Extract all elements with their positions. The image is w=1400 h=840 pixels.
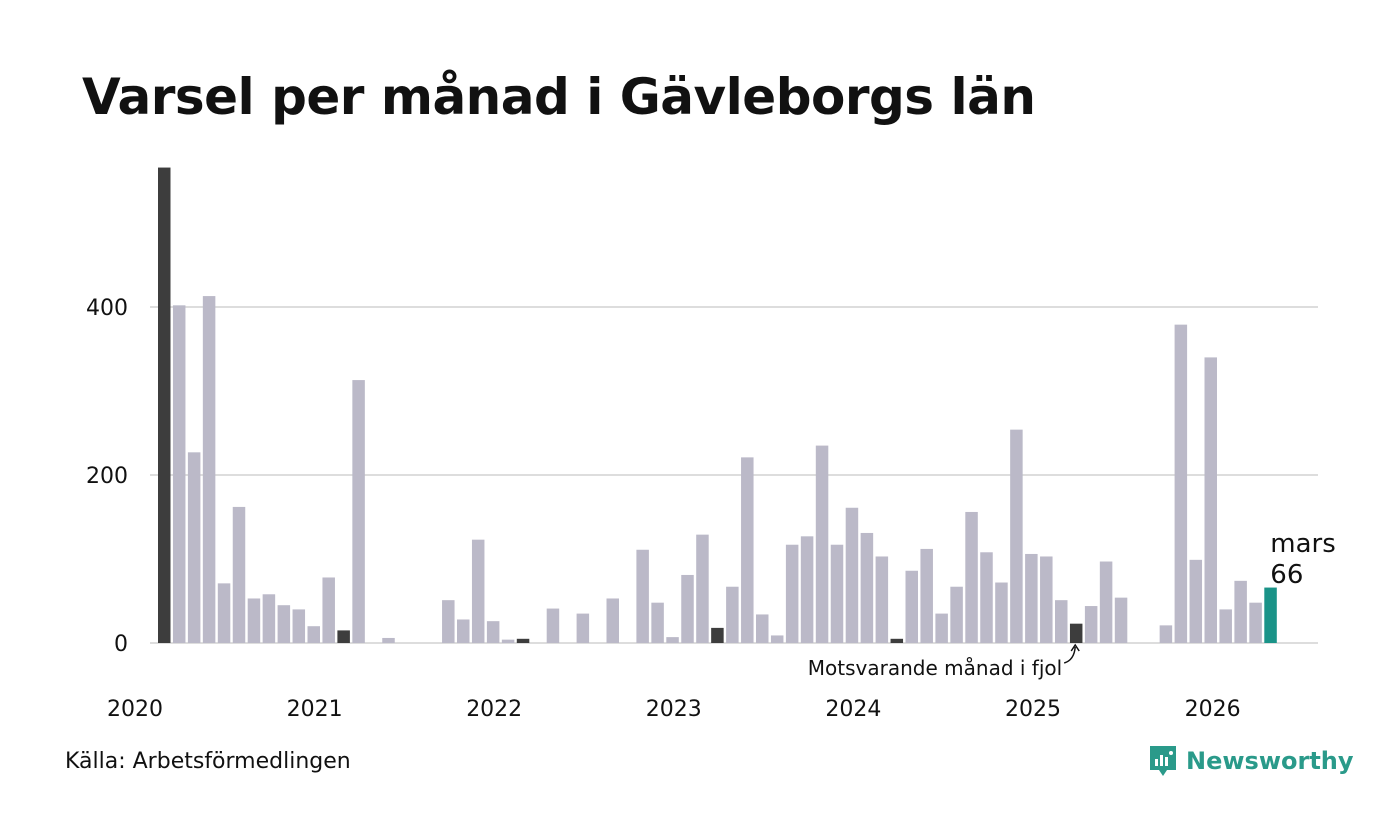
bar xyxy=(860,532,874,643)
bar xyxy=(1040,556,1053,643)
brand-logo[interactable]: Newsworthy xyxy=(1148,744,1354,778)
bar xyxy=(681,574,694,643)
source-note: Källa: Arbetsförmedlingen xyxy=(65,749,351,774)
x-tick-label: 2026 xyxy=(1185,697,1241,722)
y-tick-label: 400 xyxy=(86,296,128,321)
x-tick-label: 2024 xyxy=(825,697,881,722)
bar xyxy=(516,638,530,643)
bar xyxy=(1264,587,1277,643)
bar xyxy=(337,630,350,643)
y-tick-label: 200 xyxy=(86,464,128,489)
bar xyxy=(307,626,320,643)
bar xyxy=(950,586,963,643)
bar xyxy=(1204,357,1217,643)
bar xyxy=(995,582,1008,643)
bar xyxy=(352,380,365,643)
bar xyxy=(247,598,261,643)
bar xyxy=(457,619,470,643)
bar xyxy=(636,549,649,643)
bar xyxy=(935,613,948,643)
bar xyxy=(232,506,246,643)
bar xyxy=(576,613,590,643)
newsworthy-logo-icon xyxy=(1150,746,1176,776)
bar xyxy=(1010,429,1023,643)
bar xyxy=(815,445,829,643)
x-tick-label: 2023 xyxy=(646,697,702,722)
bar xyxy=(501,639,515,643)
x-tick-label: 2025 xyxy=(1005,697,1061,722)
bar xyxy=(486,621,500,643)
bar xyxy=(1025,553,1038,643)
bar xyxy=(202,296,216,643)
bar xyxy=(292,609,306,643)
bar xyxy=(800,536,814,643)
chart-title: Varsel per månad i Gävleborgs län xyxy=(82,68,1036,126)
bar xyxy=(1189,559,1203,643)
bar xyxy=(1099,561,1113,643)
bar xyxy=(711,627,724,643)
bar xyxy=(980,552,993,643)
x-tick-label: 2022 xyxy=(466,697,522,722)
bar xyxy=(666,637,679,643)
bar xyxy=(277,605,291,643)
bar xyxy=(651,602,664,643)
bar xyxy=(471,539,485,643)
annotation-arrow xyxy=(1063,646,1076,664)
bar xyxy=(696,534,709,643)
bar xyxy=(1234,580,1247,643)
bar xyxy=(741,457,754,643)
bar xyxy=(1249,602,1262,643)
bar xyxy=(756,614,769,643)
bar xyxy=(1114,597,1128,643)
bar xyxy=(920,548,933,643)
bar xyxy=(1069,623,1083,643)
bar xyxy=(770,635,784,643)
bar xyxy=(158,167,171,643)
bar xyxy=(1084,606,1098,643)
bar xyxy=(187,452,201,643)
x-tick-label: 2020 xyxy=(107,697,163,722)
bar xyxy=(726,586,739,643)
bar xyxy=(442,600,455,643)
bar xyxy=(546,608,560,643)
bar xyxy=(890,638,904,643)
bar xyxy=(262,594,276,643)
bar xyxy=(965,511,978,643)
bar xyxy=(1219,609,1232,643)
bar xyxy=(217,583,231,643)
x-tick-label: 2021 xyxy=(287,697,343,722)
bar xyxy=(830,544,844,643)
current-month-label: mars xyxy=(1270,529,1336,559)
bar xyxy=(1055,600,1068,643)
bar xyxy=(606,598,619,643)
bar xyxy=(1159,625,1173,643)
bar xyxy=(905,570,918,643)
y-tick-label: 0 xyxy=(114,632,128,657)
bar xyxy=(1174,324,1188,643)
current-value-label: 66 xyxy=(1270,560,1303,590)
bar xyxy=(875,556,889,643)
bar xyxy=(322,577,335,643)
bar xyxy=(172,305,186,643)
bar xyxy=(785,544,799,643)
bar xyxy=(382,637,395,643)
bar xyxy=(845,507,859,643)
annotation-label: Motsvarande månad i fjol xyxy=(808,656,1062,680)
bar-chart: 0 200 400 2020 2021 2022 2023 2024 2025 2026 mars6… xyxy=(86,167,1336,722)
annotation-arrowhead xyxy=(1070,643,1080,652)
brand-name: Newsworthy xyxy=(1186,747,1354,775)
